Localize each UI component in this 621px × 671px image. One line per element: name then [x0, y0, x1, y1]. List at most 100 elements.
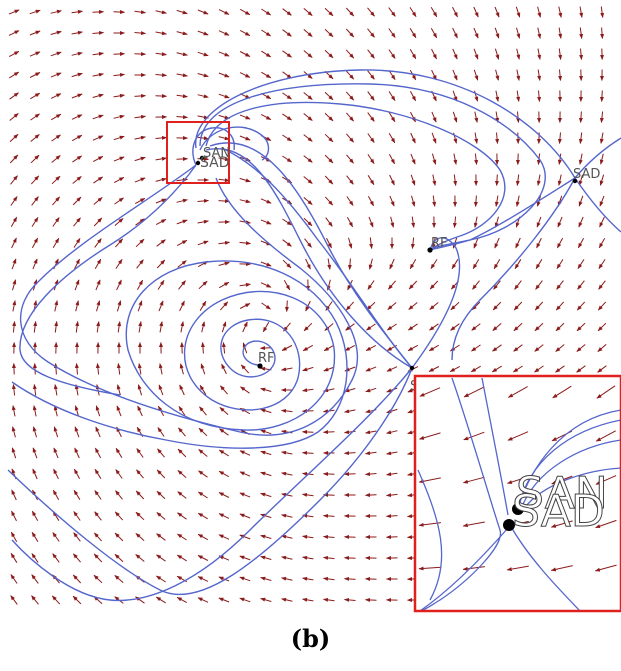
field-arrow [600, 175, 603, 186]
zoom-inset: SAN SAD [415, 376, 621, 611]
field-arrow [117, 280, 122, 290]
field-arrow [177, 200, 188, 203]
field-arrow [283, 9, 292, 16]
field-arrow [114, 136, 124, 139]
field-arrow [580, 28, 581, 39]
field-arrow [114, 95, 125, 97]
field-arrow [454, 217, 455, 228]
field-arrow [219, 179, 230, 181]
field-arrow [55, 301, 57, 312]
field-arrow [325, 29, 333, 37]
field-arrow [219, 598, 229, 602]
field-arrow [72, 156, 81, 162]
field-arrow [601, 133, 603, 144]
field-arrow [538, 70, 540, 81]
field-arrow [599, 281, 606, 290]
field-arrow [240, 577, 250, 581]
field-arrow [93, 156, 103, 161]
field-arrow [51, 52, 61, 56]
field-arrow [240, 9, 250, 14]
field-arrow [306, 259, 311, 269]
field-arrow [476, 196, 477, 207]
field-arrow [76, 322, 77, 333]
field-arrow [345, 345, 355, 350]
field-arrow [180, 385, 185, 395]
field-arrow [325, 8, 333, 16]
field-arrow [282, 452, 293, 454]
field-arrow [11, 596, 18, 605]
field-arrow [219, 52, 229, 56]
field-arrow [324, 345, 334, 350]
field-arrow [203, 343, 204, 354]
field-arrow [496, 70, 499, 81]
field-arrow [598, 366, 607, 373]
field-arrow [240, 52, 250, 57]
field-arrow [261, 51, 270, 57]
field-arrow [33, 469, 37, 479]
field-arrow [30, 73, 40, 78]
field-arrow [366, 474, 377, 475]
field-arrow [474, 28, 478, 38]
field-arrow [157, 513, 165, 520]
field-arrow [181, 364, 184, 375]
field-arrow [537, 238, 542, 248]
field-arrow [599, 259, 605, 268]
field-arrow [283, 240, 292, 247]
field-arrow [52, 156, 61, 163]
field-arrow [536, 281, 543, 290]
field-arrow [93, 115, 103, 119]
field-arrow [177, 74, 188, 76]
field-arrow [261, 199, 271, 203]
field-arrow [324, 578, 335, 579]
field-arrow [52, 596, 59, 604]
field-arrow [177, 159, 188, 160]
field-arrow [72, 32, 83, 34]
field-arrow [95, 448, 100, 458]
field-arrow [431, 259, 437, 268]
field-arrow [219, 282, 229, 287]
field-arrow [388, 281, 395, 289]
field-arrow [453, 70, 457, 80]
field-arrow [368, 134, 374, 143]
field-arrow [410, 49, 416, 58]
field-arrow [577, 302, 584, 310]
field-arrow [410, 28, 416, 37]
field-arrow [282, 346, 292, 351]
field-arrow [139, 364, 141, 375]
field-arrow [136, 239, 144, 247]
field-arrow [559, 28, 561, 39]
separatrix-to-sad-lower-b [210, 143, 412, 368]
field-arrow [94, 533, 101, 541]
field-arrow [261, 578, 272, 581]
field-arrow [156, 53, 167, 54]
field-arrow [33, 448, 37, 458]
field-arrow [368, 50, 375, 59]
field-arrow [303, 345, 313, 350]
field-arrow [475, 154, 476, 165]
field-arrow [56, 364, 57, 375]
field-arrow [432, 49, 437, 59]
field-arrow [578, 281, 585, 290]
field-arrow [156, 75, 167, 76]
field-arrow [177, 220, 187, 224]
field-arrow [137, 470, 144, 478]
field-arrow [581, 112, 582, 123]
field-arrow [220, 302, 227, 310]
field-arrow [93, 53, 104, 55]
field-arrow [159, 385, 163, 395]
field-arrow [387, 431, 398, 434]
field-arrow [345, 431, 356, 432]
field-arrow [429, 345, 438, 351]
long-lower-trajectory [8, 368, 412, 594]
field-arrow [10, 114, 19, 121]
field-arrow [73, 177, 82, 184]
field-arrow [137, 280, 142, 290]
field-arrow [390, 259, 394, 269]
field-arrow [94, 554, 102, 562]
field-arrow [219, 137, 230, 140]
field-arrow [324, 557, 335, 558]
field-arrow [366, 495, 377, 496]
field-arrow [516, 238, 521, 248]
field-arrow [495, 49, 498, 60]
field-arrow [389, 154, 394, 164]
